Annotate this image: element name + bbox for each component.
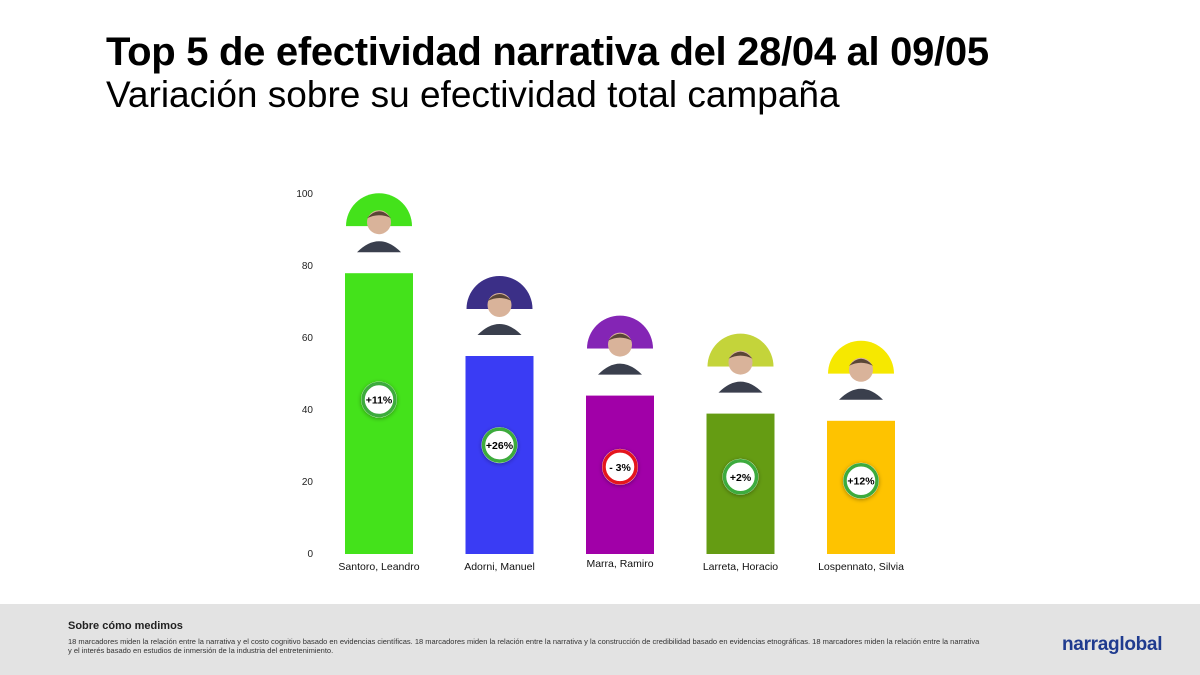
category-label: Larreta, Horacio bbox=[703, 561, 778, 573]
variation-label: +12% bbox=[847, 476, 875, 488]
variation-label: - 3% bbox=[609, 462, 631, 474]
avatar-body bbox=[357, 241, 401, 253]
avatar-hair bbox=[728, 351, 753, 359]
avatar-ring bbox=[828, 340, 894, 374]
category-label: Marra, Ramiro bbox=[586, 558, 653, 570]
avatar-face bbox=[849, 357, 873, 382]
avatar-face bbox=[367, 210, 391, 235]
category-label: Lospennato, Silvia bbox=[818, 561, 904, 573]
avatar-body bbox=[718, 381, 763, 393]
footer: Sobre cómo medimos 18 marcadores miden l… bbox=[0, 604, 1200, 675]
y-tick-label: 40 bbox=[302, 405, 314, 416]
avatar-body bbox=[839, 388, 883, 400]
variation-badge-ring bbox=[602, 449, 638, 485]
avatar-hair bbox=[487, 294, 512, 301]
category-label: Santoro, Leandro bbox=[338, 561, 419, 573]
avatar-face bbox=[608, 332, 632, 357]
footer-methodology-text: 18 marcadores miden la relación entre la… bbox=[68, 637, 980, 655]
avatar-hair bbox=[849, 358, 873, 366]
y-tick-label: 60 bbox=[302, 333, 314, 344]
y-tick-label: 20 bbox=[302, 477, 314, 488]
variation-label: +26% bbox=[486, 440, 514, 452]
variation-badge-ring bbox=[722, 459, 759, 495]
avatar-ring bbox=[466, 276, 533, 309]
chart-subtitle: Variación sobre su efectividad total cam… bbox=[106, 74, 840, 115]
variation-badge-ring bbox=[361, 381, 397, 418]
avatar-hair bbox=[608, 333, 632, 341]
avatar-hair bbox=[367, 211, 391, 219]
variation-label: +11% bbox=[366, 395, 393, 407]
variation-badge-ring bbox=[843, 462, 879, 499]
avatar-body bbox=[598, 363, 642, 375]
variation-label: +2% bbox=[730, 472, 752, 484]
y-tick-label: 100 bbox=[296, 189, 313, 200]
avatar-ring bbox=[587, 315, 653, 349]
avatar-ring bbox=[707, 333, 774, 367]
avatar-face bbox=[728, 350, 753, 375]
y-tick-label: 80 bbox=[302, 261, 314, 272]
footer-heading: Sobre cómo medimos bbox=[68, 620, 183, 632]
avatar-face bbox=[487, 293, 512, 317]
y-tick-label: 0 bbox=[307, 549, 313, 560]
avatar-body bbox=[477, 324, 522, 335]
avatar-ring bbox=[346, 193, 412, 227]
bar-chart: 0 20 40 60 80 100 +11% Santoro, Leandro +26% Ador… bbox=[296, 189, 904, 573]
category-label: Adorni, Manuel bbox=[464, 561, 535, 573]
variation-badge-ring bbox=[481, 427, 518, 463]
chart-title: Top 5 de efectividad narrativa del 28/04… bbox=[106, 30, 989, 74]
brand-logo: narraglobal bbox=[1062, 634, 1163, 655]
